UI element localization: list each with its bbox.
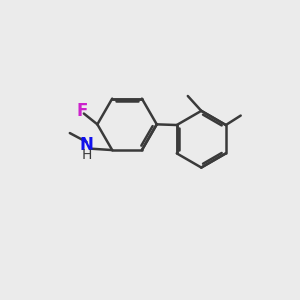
- Text: H: H: [81, 148, 92, 162]
- Text: N: N: [80, 136, 94, 154]
- Text: F: F: [77, 102, 88, 120]
